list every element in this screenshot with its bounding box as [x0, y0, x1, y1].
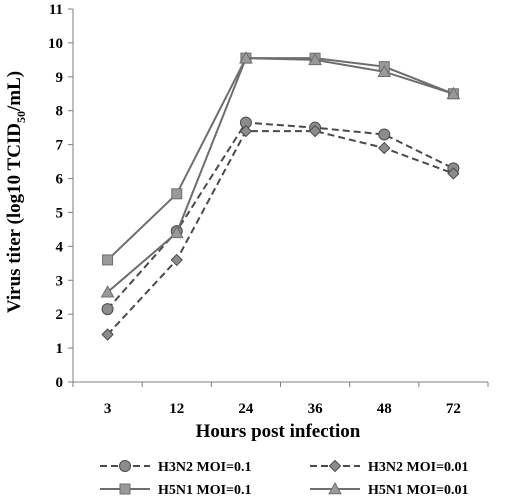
series-line	[106, 57, 454, 293]
data-point	[378, 141, 391, 155]
data-point	[308, 124, 322, 138]
data-point	[102, 254, 114, 266]
data-point	[169, 225, 184, 239]
y-tick-label: 4	[56, 239, 64, 255]
x-tick-label: 72	[446, 401, 461, 417]
legend-marker	[119, 460, 131, 472]
legend-item: H3N2 MOI=0.1	[100, 460, 252, 475]
series-h5n1-moi-0-1	[102, 52, 459, 266]
x-tick-label: 24	[238, 401, 254, 417]
legend-item: H3N2 MOI=0.01	[310, 459, 469, 475]
data-point	[239, 124, 253, 138]
legend-item: H5N1 MOI=0.1	[100, 483, 252, 498]
data-point	[308, 52, 322, 66]
data-point	[170, 253, 183, 267]
series-line	[106, 130, 454, 336]
data-point	[447, 167, 460, 180]
series-line	[106, 57, 454, 261]
legend: H3N2 MOI=0.1 H3N2 MOI=0.01 H5N1 MOI=0.1 H5N…	[100, 459, 469, 498]
series-layer	[100, 51, 461, 341]
y-tick-label: 0	[56, 375, 64, 391]
series-h3n2-moi-0-1	[101, 116, 460, 316]
x-tick-label: 12	[169, 401, 184, 417]
data-point	[101, 303, 114, 316]
series-h5n1-moi-0-01	[100, 51, 461, 298]
y-tick-label: 11	[49, 2, 63, 18]
x-tick-label: 48	[377, 401, 392, 417]
y-tick-label: 3	[56, 273, 64, 289]
data-point	[378, 128, 391, 141]
y-tick-label: 2	[56, 307, 64, 323]
data-point	[377, 64, 392, 78]
data-point	[446, 86, 461, 100]
series-line	[106, 121, 454, 310]
y-tick-label: 1	[56, 341, 64, 357]
y-tick-label: 5	[56, 205, 64, 221]
x-axis-title: Hours post infection	[196, 421, 361, 442]
legend-marker	[328, 459, 342, 473]
x-tick-label: 3	[104, 401, 112, 417]
legend-item: H5N1 MOI=0.01	[310, 481, 469, 498]
y-tick-label: 10	[48, 36, 63, 52]
y-tick-label: 7	[56, 138, 64, 154]
legend-label: H3N2 MOI=0.01	[368, 460, 469, 475]
data-point	[100, 285, 115, 298]
y-tick-label: 8	[56, 104, 64, 120]
legend-marker	[328, 481, 342, 495]
y-tick-label: 9	[56, 70, 64, 86]
y-axis-title: Virus titer (log10 TCID50/mL)	[4, 71, 28, 313]
legend-label: H5N1 MOI=0.01	[368, 483, 469, 498]
x-tick-label: 36	[308, 401, 324, 417]
series-h3n2-moi-0-01	[101, 124, 460, 341]
data-point	[171, 188, 183, 200]
data-point	[101, 328, 114, 341]
y-tick-label: 6	[56, 172, 64, 188]
data-point	[239, 51, 253, 64]
legend-label: H5N1 MOI=0.1	[158, 483, 252, 498]
legend-marker	[119, 483, 131, 495]
legend-label: H3N2 MOI=0.1	[158, 460, 252, 475]
